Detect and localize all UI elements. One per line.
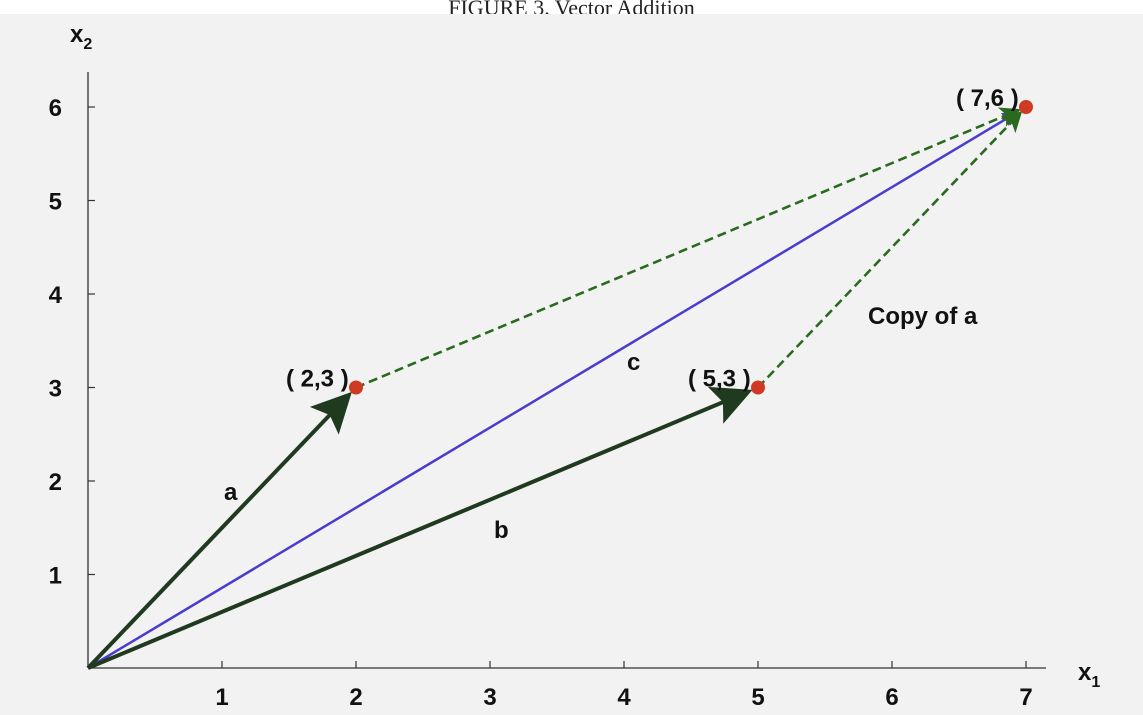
figure-caption: FIGURE 3. Vector Addition xyxy=(448,0,695,14)
y-tick-label: 2 xyxy=(49,469,62,496)
vector-b xyxy=(87,386,753,670)
x-tick-label: 5 xyxy=(751,684,764,711)
vector-copy-of-a-dashed xyxy=(757,110,1023,389)
label-a: a xyxy=(224,479,238,506)
vector-copy-of-b-dashed xyxy=(355,107,1022,389)
y-tick-label: 4 xyxy=(49,282,63,309)
y-tick-label: 6 xyxy=(49,95,62,122)
x-tick-label: 3 xyxy=(483,684,496,711)
point-coordinate-label: ( 7,6 ) xyxy=(956,85,1019,112)
x-axis-title: x1 xyxy=(1078,659,1100,691)
x-tick-label: 2 xyxy=(349,684,362,711)
vector-c xyxy=(87,111,1018,670)
point-marker xyxy=(349,380,363,395)
y-tick-label: 1 xyxy=(49,563,62,590)
point-coordinate-label: ( 5,3 ) xyxy=(688,366,751,393)
x-tick-label: 7 xyxy=(1019,684,1032,711)
x-tick-label: 4 xyxy=(617,684,631,711)
plot-background xyxy=(0,14,1143,715)
label-c: c xyxy=(627,349,640,376)
point-marker xyxy=(1019,100,1033,114)
vector-a xyxy=(86,391,352,670)
point-marker xyxy=(751,380,765,395)
y-tick-label: 5 xyxy=(49,189,62,216)
x-tick-label: 1 xyxy=(215,684,228,711)
point-coordinate-label: ( 2,3 ) xyxy=(286,366,349,393)
y-tick-label: 3 xyxy=(49,376,62,403)
label-b: b xyxy=(494,517,509,544)
y-axis-title: x2 xyxy=(70,21,92,53)
label-copy-of-a: Copy of a xyxy=(868,303,978,330)
x-tick-label: 6 xyxy=(885,684,898,711)
